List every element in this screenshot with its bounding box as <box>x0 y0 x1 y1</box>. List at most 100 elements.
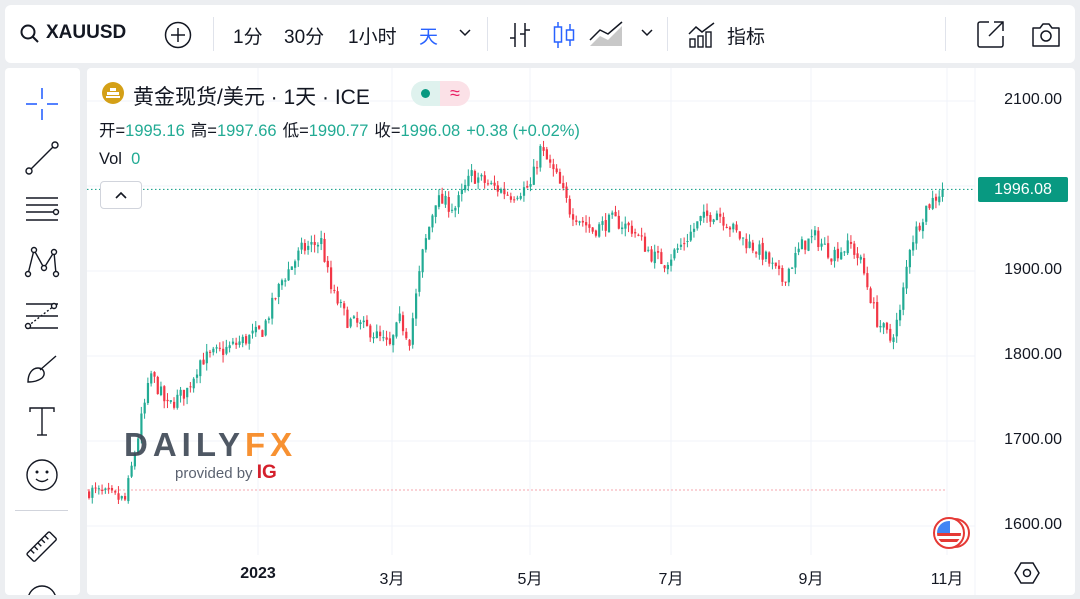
candle-body <box>457 195 460 208</box>
candle-body <box>150 373 153 384</box>
candle-body <box>405 331 408 339</box>
candle-body <box>316 244 320 247</box>
drawing-toolbar <box>5 68 80 595</box>
text-tool-icon[interactable] <box>24 404 60 445</box>
candle-body <box>768 252 771 264</box>
candle-body <box>840 252 843 260</box>
candle-body <box>715 213 719 221</box>
pattern-tool-icon[interactable] <box>24 244 60 285</box>
trend-line-icon[interactable] <box>24 140 60 181</box>
area-chart-type-icon[interactable] <box>588 20 624 50</box>
candle-body <box>800 239 804 250</box>
search-icon[interactable] <box>20 24 40 44</box>
candle-body <box>719 213 722 217</box>
candle-body <box>467 175 470 187</box>
candle-body <box>732 223 735 230</box>
volume-legend: Vol 0 <box>99 150 140 169</box>
candle-body <box>418 271 421 292</box>
ohlc-values: 开=1995.16 高=1997.66 低=1990.77 收=1996.08 +0.3… <box>99 117 586 141</box>
candle-body <box>601 221 604 225</box>
candle-body <box>91 487 94 498</box>
candle-body <box>513 199 516 201</box>
candle-body <box>339 301 342 303</box>
share-external-icon[interactable] <box>976 19 1006 49</box>
camera-icon[interactable] <box>1030 21 1062 49</box>
interval-1m[interactable]: 1分 <box>233 27 263 48</box>
zoom-icon[interactable] <box>24 582 60 595</box>
candle-body <box>480 174 483 177</box>
candle-body <box>866 273 869 288</box>
candle-body <box>676 248 679 250</box>
candle-body <box>925 205 928 222</box>
candle-body <box>110 488 114 491</box>
candle-body <box>660 252 663 265</box>
indicators-icon[interactable] <box>687 20 717 50</box>
bar-chart-type-icon[interactable] <box>507 20 533 50</box>
fibonacci-tool-icon[interactable] <box>24 298 60 339</box>
candle-body <box>634 232 637 234</box>
candle-body <box>274 298 277 300</box>
candle-body <box>879 325 882 328</box>
ruler-icon[interactable] <box>24 529 60 570</box>
candle-body <box>921 222 925 232</box>
emoji-icon[interactable] <box>24 457 60 498</box>
interval-30m[interactable]: 30分 <box>284 27 325 48</box>
candle-body <box>807 238 810 251</box>
candle-body <box>696 221 699 229</box>
settings-icon[interactable] <box>1014 561 1040 590</box>
chevron-up-icon <box>115 191 127 199</box>
candle-body <box>522 187 526 196</box>
time-tick: 2023 <box>240 565 276 582</box>
candle-body <box>617 215 620 229</box>
candle-body <box>565 186 568 198</box>
open-value: 1995.16 <box>125 122 185 140</box>
candle-body <box>774 262 777 267</box>
crosshair-icon[interactable] <box>24 86 60 127</box>
candle-body <box>751 242 755 251</box>
candle-body <box>228 345 231 349</box>
candle-body <box>297 250 300 261</box>
candle-body <box>827 243 830 258</box>
interval-1d[interactable]: 天 <box>419 27 439 48</box>
brush-icon[interactable] <box>24 352 60 393</box>
candle-body <box>735 224 738 231</box>
chevron-down-icon[interactable] <box>458 28 472 38</box>
candles-chart-type-icon[interactable] <box>551 20 577 50</box>
candle-body <box>928 204 931 209</box>
candle-body <box>519 196 522 199</box>
chevron-down-icon[interactable] <box>640 28 654 38</box>
horizontal-lines-icon[interactable] <box>24 192 60 233</box>
candle-body <box>460 189 463 195</box>
candle-body <box>643 236 647 252</box>
price-tick: 1800.00 <box>1004 346 1062 363</box>
time-tick: 5月 <box>517 571 543 588</box>
candle-body <box>853 243 856 255</box>
candle-body <box>313 242 316 246</box>
candle-body <box>804 240 807 250</box>
candle-body <box>545 149 548 160</box>
gold-symbol-icon <box>102 82 124 109</box>
price-tick: 1700.00 <box>1004 431 1062 448</box>
us-flag-currency-icon[interactable] <box>931 517 971 554</box>
candle-body <box>689 231 692 241</box>
candle-body <box>120 496 123 499</box>
candle-body <box>382 337 385 339</box>
candle-body <box>401 315 405 332</box>
candle-body <box>571 214 575 220</box>
candle-body <box>408 339 411 346</box>
candle-body <box>444 195 447 205</box>
candle-body <box>679 244 683 247</box>
candle-body <box>441 193 444 204</box>
candle-body <box>143 402 146 414</box>
candle-body <box>607 214 611 233</box>
candle-body <box>542 147 545 151</box>
collapse-legend-button[interactable] <box>100 181 142 209</box>
interval-1h[interactable]: 1小时 <box>348 27 397 48</box>
candle-body <box>640 235 643 237</box>
compare-add-icon[interactable] <box>164 21 192 49</box>
symbol-search-button[interactable]: XAUUSD <box>46 22 127 43</box>
candle-body <box>169 400 172 402</box>
candle-body <box>258 325 261 329</box>
market-status-pill[interactable]: ≈ <box>411 81 470 106</box>
indicators-button[interactable]: 指标 <box>727 27 766 48</box>
